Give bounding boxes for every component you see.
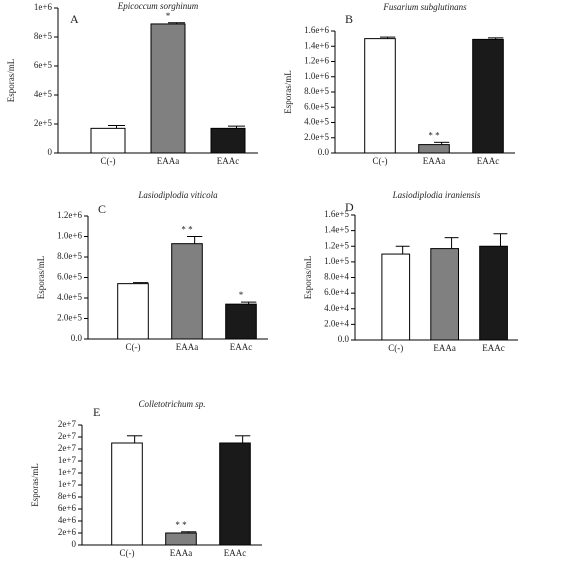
y-axis-label: Esporas/mL — [283, 70, 293, 114]
bar — [165, 532, 197, 546]
y-tick-label: 1.0e+6 — [304, 71, 329, 81]
y-tick-label: 1.4e+6 — [304, 40, 329, 50]
y-tick-label: 1e+6 — [34, 2, 53, 12]
chart-title: Fusarium subglutinans — [382, 2, 467, 12]
x-tick-label: C(-) — [101, 156, 116, 166]
y-tick-label: 2.0e+5 — [57, 313, 82, 323]
x-tick-label: EAAa — [423, 156, 446, 166]
y-tick-label: 0 — [48, 147, 53, 157]
bar — [225, 303, 257, 340]
y-tick-label: 1.4e+5 — [324, 225, 349, 235]
chart-title: Epicoccum sorghinum — [117, 1, 199, 11]
y-tick-label: 1e+7 — [58, 479, 77, 489]
x-tick-label: C(-) — [126, 342, 141, 352]
y-tick-label: 4e+5 — [34, 89, 53, 99]
bar — [472, 38, 504, 154]
bar — [90, 127, 126, 154]
chart-title: Colletotrichum sp. — [139, 399, 206, 409]
panel-label: D — [345, 200, 354, 214]
bar — [381, 253, 411, 341]
annotation: * — [239, 290, 244, 300]
bar — [219, 442, 251, 546]
x-tick-label: EAAa — [433, 343, 456, 353]
bar — [150, 23, 186, 154]
bar — [117, 283, 149, 340]
bar — [479, 245, 508, 341]
y-tick-label: 6e+5 — [34, 60, 53, 70]
y-tick-label: 2e+7 — [58, 419, 77, 429]
y-tick-label: 4.0e+5 — [57, 292, 82, 302]
y-tick-label: 0.0 — [318, 147, 330, 157]
y-tick-label: 1.2e+5 — [324, 240, 349, 250]
y-tick-label: 8.0e+5 — [304, 86, 329, 96]
x-tick-label: C(-) — [388, 343, 403, 353]
y-tick-label: 2.0e+4 — [324, 318, 349, 328]
y-tick-label: 0 — [72, 539, 77, 549]
y-tick-label: 6.0e+4 — [324, 287, 349, 297]
y-tick-label: 6.0e+5 — [304, 101, 329, 111]
x-tick-label: EAAa — [157, 156, 180, 166]
y-tick-label: 8e+6 — [58, 491, 77, 501]
y-axis-label: Esporas/mL — [30, 463, 40, 507]
y-tick-label: 1e+7 — [58, 467, 77, 477]
x-tick-label: EAAc — [224, 548, 247, 558]
x-tick-label: EAAc — [477, 156, 500, 166]
y-tick-label: 1.0e+5 — [324, 256, 349, 266]
y-axis-label: Esporas/mL — [36, 256, 46, 300]
y-tick-label: 0.0 — [71, 333, 83, 343]
bar — [364, 38, 396, 154]
y-axis-label: Esporas/mL — [6, 59, 16, 103]
y-tick-label: 2e+7 — [58, 443, 77, 453]
y-tick-label: 4.0e+5 — [304, 117, 329, 127]
panel-label: B — [345, 12, 353, 26]
y-tick-label: 1.2e+6 — [57, 210, 82, 220]
annotation: * — [166, 11, 171, 21]
annotation: * * — [175, 520, 187, 530]
y-tick-label: 6e+6 — [58, 503, 77, 513]
panel-label: E — [93, 405, 100, 419]
x-tick-label: C(-) — [120, 548, 135, 558]
y-tick-label: 1e+7 — [58, 455, 77, 465]
x-tick-label: EAAa — [170, 548, 193, 558]
y-tick-label: 2e+5 — [34, 118, 53, 128]
y-axis-label: Esporas/mL — [303, 256, 313, 300]
x-tick-label: EAAc — [482, 343, 505, 353]
y-tick-label: 2e+6 — [58, 527, 77, 537]
y-tick-label: 8.0e+5 — [57, 251, 82, 261]
y-tick-label: 4e+6 — [58, 515, 77, 525]
x-tick-label: EAAa — [176, 342, 199, 352]
panel-label: C — [98, 202, 106, 216]
x-tick-label: C(-) — [373, 156, 388, 166]
y-tick-label: 1.2e+6 — [304, 56, 329, 66]
bar — [418, 144, 450, 154]
bar — [111, 442, 143, 546]
bar — [430, 248, 460, 341]
bar — [210, 127, 246, 154]
chart-title: Lasiodiplodia viticola — [137, 190, 218, 200]
y-tick-label: 1.6e+5 — [324, 209, 349, 219]
chart-title: Lasiodiplodia iraniensis — [392, 190, 481, 200]
y-tick-label: 0.0 — [338, 334, 350, 344]
y-tick-label: 8e+5 — [34, 31, 53, 41]
x-tick-label: EAAc — [217, 156, 240, 166]
y-tick-label: 1.0e+6 — [57, 231, 82, 241]
y-tick-label: 4.0e+4 — [324, 303, 349, 313]
y-tick-label: 2e+7 — [58, 431, 77, 441]
bar — [171, 243, 203, 340]
y-tick-label: 6.0e+5 — [57, 272, 82, 282]
y-tick-label: 2.0e+5 — [304, 132, 329, 142]
y-tick-label: 1.6e+6 — [304, 25, 329, 35]
annotation: * * — [181, 225, 193, 235]
x-tick-label: EAAc — [230, 342, 253, 352]
panel-label: A — [70, 12, 79, 26]
annotation: * * — [428, 130, 440, 140]
y-tick-label: 8.0e+4 — [324, 272, 349, 282]
